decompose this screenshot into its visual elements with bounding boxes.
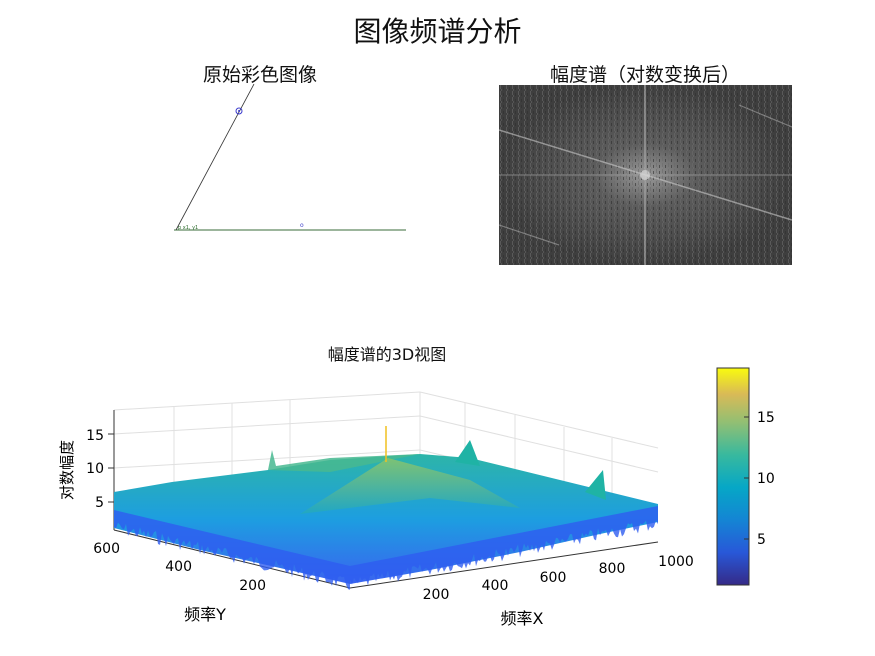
spectrum-title: 幅度谱（对数变换后）	[549, 64, 740, 86]
surface-title: 幅度谱的3D视图	[328, 345, 447, 364]
surface-noise-edge	[114, 506, 658, 590]
y-tick-400: 400	[165, 559, 192, 575]
y-ticks: 600 400 200	[93, 541, 266, 594]
spectrum-image-panel	[498, 85, 793, 265]
small-marker-label: o	[300, 222, 304, 229]
origin-label: p x1, y1	[178, 225, 198, 231]
x-tick-200: 200	[423, 587, 450, 603]
surface-peak-far	[585, 470, 606, 500]
x-tick-1000: 1000	[658, 554, 694, 570]
surface-chart: 幅度谱的3D视图	[58, 345, 775, 628]
spectrum-heatmap	[498, 85, 793, 265]
z-axis-label: 对数幅度	[58, 440, 76, 500]
surface-peak-right	[455, 440, 480, 466]
original-image-panel: o p x1, y1	[172, 83, 412, 244]
surface-center-ridge	[300, 458, 520, 514]
x-ticks: 200 400 600 800 1000	[423, 554, 694, 603]
colorbar	[716, 367, 750, 586]
z-ticks: 5 10 15	[86, 428, 114, 511]
z-tick-5: 5	[95, 495, 104, 511]
spectrum-streak-upper	[738, 104, 793, 128]
x-tick-600: 600	[540, 570, 567, 586]
original-image-title: 原始彩色图像	[202, 64, 317, 86]
slanted-line	[175, 83, 255, 231]
z-tick-10: 10	[86, 461, 104, 477]
y-tick-600: 600	[93, 541, 120, 557]
colorbar-ticks: 5 10 15	[744, 410, 775, 548]
y-axis-label: 频率Y	[184, 605, 226, 624]
x-tick-800: 800	[599, 561, 626, 577]
colorbar-tick-10: 10	[757, 471, 775, 487]
colorbar-tick-15: 15	[757, 410, 775, 426]
surface-panel: 幅度谱的3D视图	[0, 330, 875, 650]
surface-grid	[113, 391, 659, 507]
z-tick-15: 15	[86, 428, 104, 444]
y-tick-200: 200	[239, 578, 266, 594]
colorbar-tick-5: 5	[757, 532, 766, 548]
spectrum-streak-lower	[498, 224, 560, 246]
spectrum-center	[640, 170, 650, 180]
figure-title: 图像频谱分析	[353, 15, 522, 48]
original-image-drawing: o p x1, y1	[174, 83, 406, 231]
surface-ridge-left	[268, 450, 420, 472]
x-tick-400: 400	[482, 578, 509, 594]
blue-marker	[235, 107, 243, 115]
blue-marker-dot	[238, 110, 240, 112]
x-axis-label: 频率X	[501, 609, 544, 628]
